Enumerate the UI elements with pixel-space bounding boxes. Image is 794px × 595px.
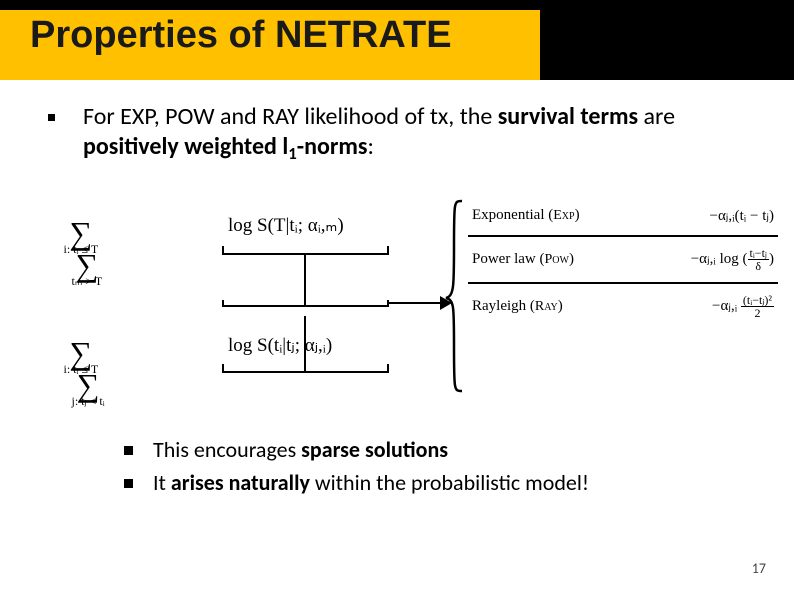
sub-bullet-list: This encourages sparse solutions It aris… [124,436,746,497]
text-bold1: survival terms [498,102,638,131]
pow-label: Power law (Pow) [472,251,574,268]
sub-bullet: This encourages sparse solutions [124,436,746,465]
pow-formula: −αⱼ,ᵢ log (tᵢ−tⱼδ) [691,247,774,272]
text-prefix: For EXP, POW and RAY likelihood of tx, t… [83,102,498,131]
ray-formula: −αⱼ,ᵢ (tᵢ−tⱼ)²2 [712,294,774,319]
page-number: 17 [752,560,766,577]
sub-bullet-text: It arises naturally within the probabili… [153,469,589,498]
sub-bullet: It arises naturally within the probabili… [124,469,746,498]
slide-title: Properties of NETRATE [30,14,452,57]
bullet-square-icon [124,446,133,455]
title-bar: Properties of NETRATE [0,0,794,84]
exp-label: Exponential (Exp) [472,207,580,224]
text-suffix: : [368,132,374,161]
content-area: For EXP, POW and RAY likelihood of tx, t… [0,84,794,497]
text-bold2: positively weighted l [83,132,288,161]
formula-diagram: ∑i: tᵢ ≤ T ∑tₘ > T log S(T|tᵢ; αᵢ,ₘ) ∑i:… [38,186,746,416]
bullet-square-icon [124,479,133,488]
main-bullet: For EXP, POW and RAY likelihood of tx, t… [48,102,746,162]
text-mid: are [638,102,675,131]
table-row: Rayleigh (Ray) −αⱼ,ᵢ (tᵢ−tⱼ)²2 [468,284,778,329]
sub-bullet-text: This encourages sparse solutions [153,436,448,465]
exp-formula: −αⱼ,ᵢ(tᵢ − tⱼ) [709,206,774,225]
main-bullet-text: For EXP, POW and RAY likelihood of tx, t… [83,102,746,162]
subscript-1: 1 [288,143,297,164]
ray-label: Rayleigh (Ray) [472,298,563,315]
bracket-arrow-svg [38,186,468,406]
table-row: Power law (Pow) −αⱼ,ᵢ log (tᵢ−tⱼδ) [468,237,778,284]
distribution-table: Exponential (Exp) −αⱼ,ᵢ(tᵢ − tⱼ) Power l… [468,196,778,329]
text-bold3: -norms [297,132,368,161]
table-row: Exponential (Exp) −αⱼ,ᵢ(tᵢ − tⱼ) [468,196,778,237]
bullet-square-icon [48,114,55,121]
